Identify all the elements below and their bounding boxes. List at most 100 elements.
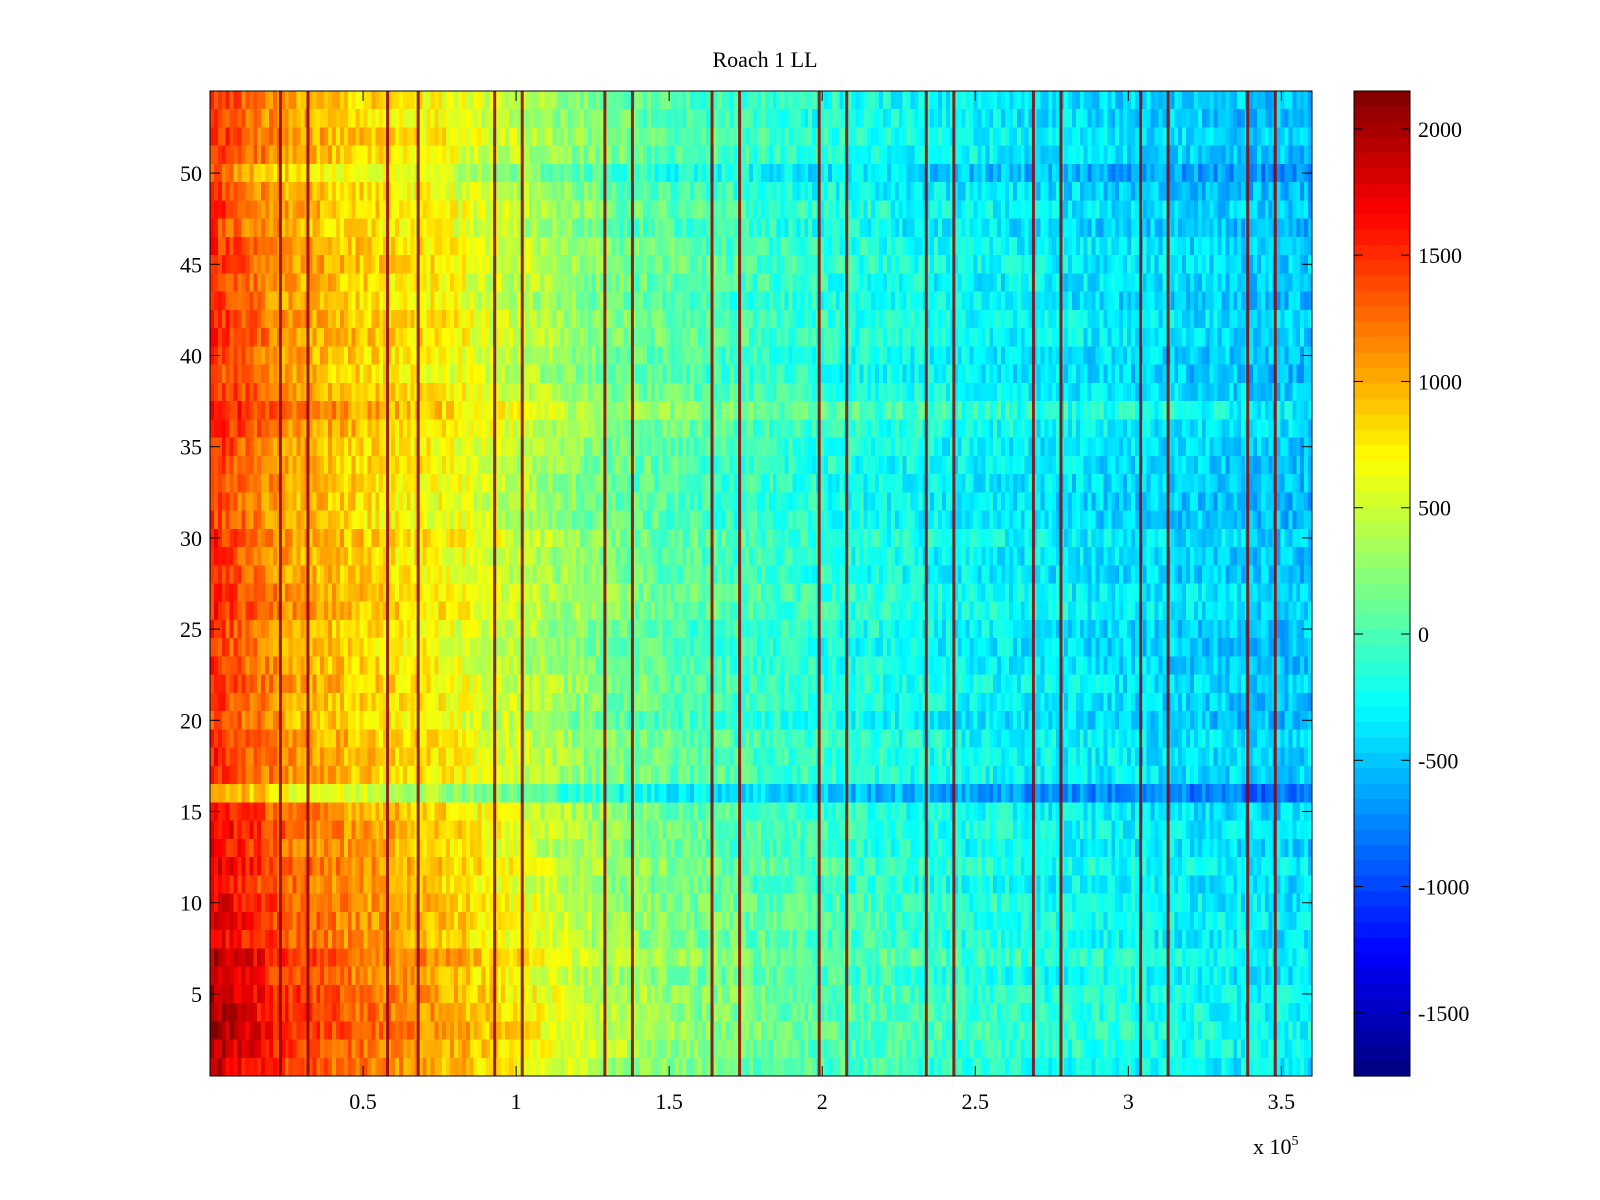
stripe-mark [306, 91, 310, 1076]
colorbar-step [1354, 768, 1410, 785]
colorbar-step [1354, 568, 1410, 585]
colorbar-step [1354, 906, 1410, 923]
colorbar-step [1354, 783, 1410, 800]
colorbar-tick-label: 500 [1418, 496, 1451, 521]
colorbar-step [1354, 537, 1410, 554]
colorbar-step [1354, 645, 1410, 662]
colorbar-tick-label: -1000 [1418, 875, 1469, 900]
stripe-mark [1246, 91, 1250, 1076]
colorbar-step [1354, 383, 1410, 400]
colorbar-step [1354, 860, 1410, 877]
heatmap-cells [210, 91, 1312, 1076]
colorbar-step [1354, 829, 1410, 846]
x-tick-label: 1.5 [655, 1089, 683, 1114]
colorbar-step [1354, 352, 1410, 369]
y-tick-label: 40 [180, 343, 202, 368]
colorbar-step [1354, 260, 1410, 277]
colorbar-step [1354, 706, 1410, 723]
colorbar-step [1354, 937, 1410, 954]
y-tick-label: 10 [180, 891, 202, 916]
stripe-mark [416, 91, 420, 1076]
stripe-mark [1273, 91, 1277, 1076]
stripe-mark [817, 91, 821, 1076]
stripe-mark [738, 91, 742, 1076]
colorbar-step [1354, 1045, 1410, 1062]
colorbar-step [1354, 229, 1410, 246]
y-tick-label: 35 [180, 435, 202, 460]
colorbar-step [1354, 983, 1410, 1000]
colorbar-step [1354, 814, 1410, 831]
colorbar-step [1354, 444, 1410, 461]
y-tick-label: 30 [180, 526, 202, 551]
colorbar-frame [1353, 90, 1411, 1077]
stripe-mark [1031, 91, 1035, 1076]
colorbar-step [1354, 583, 1410, 600]
stripe-mark [1166, 91, 1170, 1076]
colorbar-step [1354, 506, 1410, 523]
x-tick-label: 3 [1123, 1089, 1134, 1114]
x-tick-label: 1 [511, 1089, 522, 1114]
colorbar-step [1354, 429, 1410, 446]
x-axis: 0.5 1 1.5 2 2.5 3 3.5 [349, 91, 1295, 1114]
stripe-mark [278, 91, 282, 1076]
colorbar-tick-label: 1500 [1418, 243, 1462, 268]
colorbar-step [1354, 491, 1410, 508]
colorbar-step [1354, 968, 1410, 985]
colorbar-step [1354, 798, 1410, 815]
colorbar-step [1354, 752, 1410, 769]
colorbar-step [1354, 999, 1410, 1016]
colorbar-step [1354, 845, 1410, 862]
colorbar-step [1354, 183, 1410, 200]
colorbar-step [1354, 398, 1410, 415]
stripe-mark [924, 91, 928, 1076]
colorbar-tick-label: 1000 [1418, 369, 1462, 394]
stripe-mark [630, 91, 634, 1076]
x-multiplier-label: x 105 [1253, 1134, 1299, 1159]
colorbar-step [1354, 922, 1410, 939]
stripe-mark [603, 91, 607, 1076]
y-tick-label: 20 [180, 708, 202, 733]
colorbar-step [1354, 875, 1410, 892]
colorbar-step [1354, 337, 1410, 354]
colorbar-step [1354, 460, 1410, 477]
y-tick-label: 45 [180, 252, 202, 277]
colorbar-step [1354, 414, 1410, 431]
stripe-mark [386, 91, 390, 1076]
colorbar-step [1354, 722, 1410, 739]
stripe-mark [493, 91, 497, 1076]
colorbar-step [1354, 306, 1410, 323]
colorbar-step [1354, 368, 1410, 385]
colorbar-step [1354, 475, 1410, 492]
colorbar-step [1354, 891, 1410, 908]
colorbar-step [1354, 121, 1410, 138]
stripe-mark [1139, 91, 1143, 1076]
colorbar-step [1354, 244, 1410, 261]
colorbar-step [1354, 660, 1410, 677]
heatmap-area [210, 91, 1312, 1076]
x-multiplier-base: x 10 [1253, 1134, 1292, 1159]
x-tick-label: 0.5 [349, 1089, 377, 1114]
x-tick-label: 2 [817, 1089, 828, 1114]
colorbar-step [1354, 1029, 1410, 1046]
colorbar-ticks: 2000 1500 1000 500 0 -500 -1000 -1500 [1354, 117, 1469, 1026]
colorbar-step [1354, 598, 1410, 615]
axes-frame [209, 90, 1313, 1077]
colorbar-tick-label: -1500 [1418, 1001, 1469, 1026]
colorbar-step [1354, 152, 1410, 169]
colorbar-step [1354, 167, 1410, 184]
colorbar-step [1354, 275, 1410, 292]
y-tick-label: 25 [180, 617, 202, 642]
colorbar-step [1354, 214, 1410, 231]
colorbar-step [1354, 198, 1410, 215]
colorbar-step [1354, 552, 1410, 569]
colorbar-step [1354, 321, 1410, 338]
stripe-mark [952, 91, 956, 1076]
colorbar-step [1354, 521, 1410, 538]
colorbar-step [1354, 737, 1410, 754]
y-tick-label: 15 [180, 800, 202, 825]
colorbar-step [1354, 137, 1410, 154]
colorbar-tick-label: 2000 [1418, 117, 1462, 142]
x-tick-label: 2.5 [962, 1089, 990, 1114]
colorbar-step [1354, 1060, 1410, 1077]
